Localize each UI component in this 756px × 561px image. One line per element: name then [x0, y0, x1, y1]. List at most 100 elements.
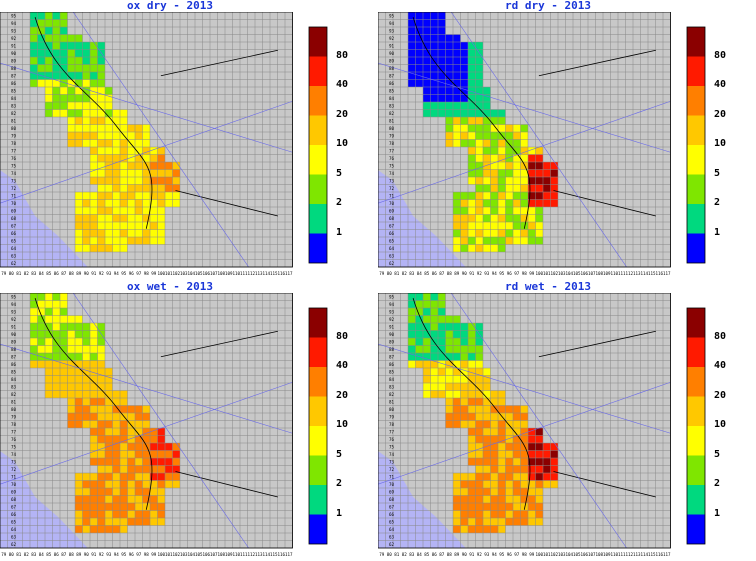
grid-cell [475, 338, 483, 346]
grid-cell [483, 199, 491, 207]
grid-cell [112, 139, 120, 147]
grid-cell [453, 34, 461, 42]
grid-cell [105, 383, 113, 391]
grid-cell [520, 229, 528, 237]
grid-cell [97, 525, 105, 533]
x-tick-label: 92 [477, 271, 483, 276]
grid-cell [75, 383, 83, 391]
x-tick-label: 91 [469, 271, 475, 276]
y-tick-label: 82 [389, 111, 395, 116]
grid-cell [82, 132, 90, 140]
grid-cell [505, 147, 513, 155]
grid-cell [438, 34, 446, 42]
grid-cell [453, 102, 461, 110]
grid-cell [90, 214, 98, 222]
y-tick-label: 85 [11, 369, 17, 374]
grid-cell [468, 398, 476, 406]
y-tick-label: 85 [389, 88, 395, 93]
grid-cell [82, 192, 90, 200]
grid-cell [52, 383, 60, 391]
grid-cell [453, 214, 461, 222]
grid-cell [505, 177, 513, 185]
grid-cell [105, 435, 113, 443]
grid-cell [67, 315, 75, 323]
grid-cell [490, 229, 498, 237]
grid-cell [415, 300, 423, 308]
grid-cell [90, 480, 98, 488]
x-tick-label: 87 [61, 552, 67, 557]
grid-cell [505, 413, 513, 421]
grid-cell [52, 64, 60, 72]
legend-label: 2 [714, 478, 721, 489]
grid-cell [52, 94, 60, 102]
y-tick-label: 71 [11, 193, 17, 198]
grid-cell [52, 293, 60, 301]
grid-cell [528, 222, 536, 230]
grid-cell [445, 338, 453, 346]
grid-cell [430, 315, 438, 323]
grid-cell [127, 237, 135, 245]
grid-cell [52, 27, 60, 35]
grid-cell [468, 87, 476, 95]
grid-cell [97, 117, 105, 125]
grid-cell [535, 465, 543, 473]
grid-cell [475, 139, 483, 147]
color-legend [686, 26, 706, 264]
grid-cell [490, 124, 498, 132]
y-tick-label: 83 [389, 384, 395, 389]
legend-swatch [309, 396, 327, 426]
grid-cell [60, 390, 68, 398]
grid-cell [498, 510, 506, 518]
grid-cell [415, 79, 423, 87]
grid-cell [550, 480, 558, 488]
grid-cell [90, 192, 98, 200]
grid-cell [135, 488, 143, 496]
grid-cell [460, 199, 468, 207]
grid-cell [112, 398, 120, 406]
x-tick-label: 114 [262, 271, 270, 276]
grid-cell [483, 162, 491, 170]
grid-cell [172, 199, 180, 207]
grid-cell [408, 27, 416, 35]
legend-label: 1 [714, 507, 721, 519]
grid-cell [97, 132, 105, 140]
grid-cell [535, 435, 543, 443]
grid-cell [528, 237, 536, 245]
legend-label: 2 [336, 197, 343, 208]
grid-cell [37, 300, 45, 308]
grid-cell [475, 169, 483, 177]
grid-cell [52, 79, 60, 87]
grid-cell [52, 345, 60, 353]
x-tick-label: 111 [240, 552, 248, 557]
grid-cell [498, 139, 506, 147]
grid-cell [75, 518, 83, 526]
grid-cell [550, 184, 558, 192]
grid-cell [535, 147, 543, 155]
grid-cell [475, 237, 483, 245]
grid-cell [127, 132, 135, 140]
x-tick-label: 114 [640, 271, 648, 276]
map-frame [0, 12, 293, 268]
grid-cell [142, 237, 150, 245]
y-tick-label: 75 [11, 163, 17, 168]
grid-cell [67, 57, 75, 65]
grid-cell [460, 480, 468, 488]
grid-cell [90, 72, 98, 80]
x-tick-label: 107 [210, 271, 218, 276]
y-tick-label: 66 [11, 231, 17, 236]
projection-lines [0, 293, 293, 549]
grid-cell [97, 229, 105, 237]
x-tick-label: 109 [603, 271, 611, 276]
grid-cell [142, 510, 150, 518]
grid-cell [127, 443, 135, 451]
grid-cell [468, 237, 476, 245]
grid-cell [550, 458, 558, 466]
grid-cell [408, 345, 416, 353]
grid-cell [520, 420, 528, 428]
grid-cell [490, 117, 498, 125]
grid-cell [490, 503, 498, 511]
x-tick-label: 86 [432, 552, 438, 557]
grid-cell [135, 503, 143, 511]
grid-cell [60, 360, 68, 368]
grid-cell [430, 79, 438, 87]
